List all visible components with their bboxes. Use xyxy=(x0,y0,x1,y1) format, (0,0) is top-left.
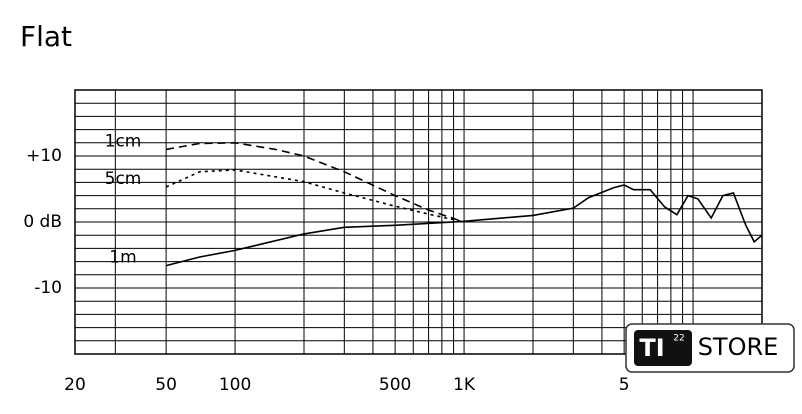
series-label: 1m xyxy=(109,248,136,268)
series-line xyxy=(165,169,465,223)
x-tick-label: 100 xyxy=(219,375,251,395)
watermark-sup: 22 xyxy=(673,334,684,344)
x-tick-label: 50 xyxy=(155,375,177,395)
watermark-badge-bg xyxy=(634,330,692,366)
series-line xyxy=(165,141,465,223)
series-line xyxy=(165,184,763,267)
x-tick-label: 500 xyxy=(379,375,411,395)
y-tick-label: -10 xyxy=(34,278,62,298)
watermark-text: STORE xyxy=(698,333,779,361)
x-tick-label: 1K xyxy=(453,375,476,395)
x-tick-label: 20 xyxy=(64,375,86,395)
watermark: TI 22 STORE xyxy=(625,323,795,373)
plot-frame xyxy=(74,89,763,355)
series-label: 1cm xyxy=(105,131,142,151)
chart-title: Flat xyxy=(20,20,72,53)
y-tick-label: +10 xyxy=(26,146,62,166)
series-label: 5cm xyxy=(105,169,142,189)
watermark-badge: TI xyxy=(639,334,664,362)
y-tick-label: 0 dB xyxy=(23,212,62,232)
x-tick-label: 5 xyxy=(619,375,630,395)
